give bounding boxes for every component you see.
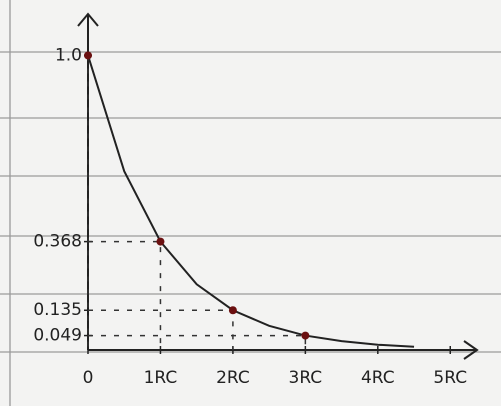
x-tick-label: 5RC <box>433 368 467 388</box>
point <box>156 237 165 246</box>
point <box>301 331 310 340</box>
decay-curve <box>87 55 415 348</box>
x-tick-label: 1RC <box>144 368 178 388</box>
x-tick-label: 3RC <box>289 368 323 388</box>
x-tick-label: 0 <box>83 368 94 388</box>
point <box>84 51 92 60</box>
guide-line <box>88 334 307 350</box>
y-tick-label: 0.368 <box>33 232 82 252</box>
x-tick-label: 2RC <box>216 368 250 388</box>
y-tick-label: 0.135 <box>33 300 82 320</box>
x-tick-label: 4RC <box>361 368 395 388</box>
y-tick-label: 0.049 <box>33 326 82 346</box>
y-tick-label: 1.0 <box>55 45 82 65</box>
x-axis <box>88 340 479 360</box>
guide-line <box>88 240 162 350</box>
point <box>228 306 237 315</box>
